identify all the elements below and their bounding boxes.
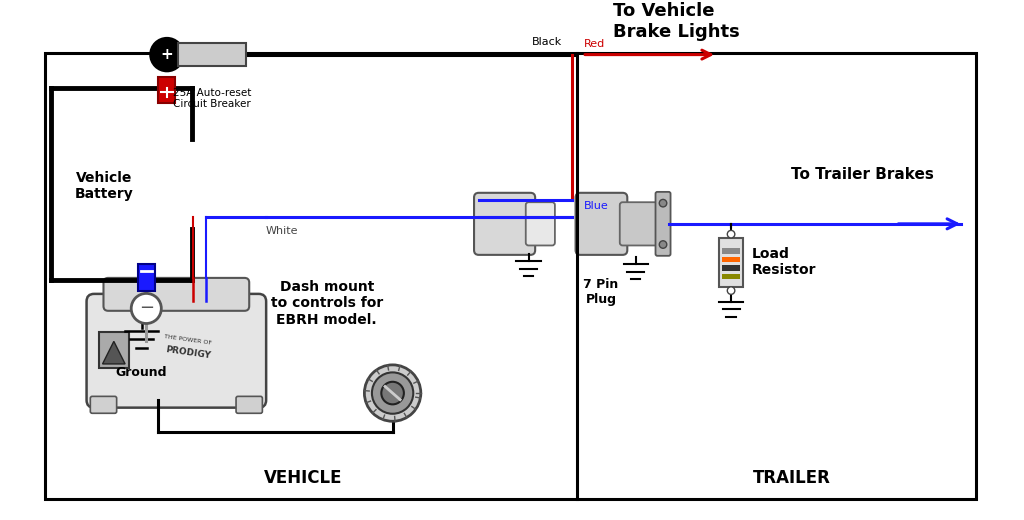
Text: Dash mount
to controls for
EBRH model.: Dash mount to controls for EBRH model. xyxy=(270,280,383,327)
Bar xyxy=(719,238,743,287)
Bar xyxy=(722,274,740,279)
FancyBboxPatch shape xyxy=(237,396,262,413)
FancyBboxPatch shape xyxy=(655,192,671,256)
FancyBboxPatch shape xyxy=(575,193,628,255)
Text: Blue: Blue xyxy=(584,201,609,211)
Text: White: White xyxy=(266,226,299,236)
Circle shape xyxy=(727,287,735,294)
Text: −: − xyxy=(138,300,154,317)
Bar xyxy=(722,257,740,263)
Circle shape xyxy=(659,241,667,248)
Bar xyxy=(138,265,155,291)
FancyBboxPatch shape xyxy=(87,294,266,408)
Bar xyxy=(178,43,246,67)
Circle shape xyxy=(727,230,735,238)
Text: +: + xyxy=(161,47,173,62)
Circle shape xyxy=(659,199,667,207)
FancyBboxPatch shape xyxy=(103,278,249,311)
Text: Vehicle
Battery: Vehicle Battery xyxy=(75,171,133,201)
Circle shape xyxy=(151,38,183,71)
Text: VEHICLE: VEHICLE xyxy=(264,469,342,487)
Circle shape xyxy=(365,365,421,421)
Text: PRODIGY: PRODIGY xyxy=(165,345,211,360)
FancyBboxPatch shape xyxy=(474,193,536,255)
Text: THE POWER OF: THE POWER OF xyxy=(164,334,212,345)
Text: To Vehicle
Brake Lights: To Vehicle Brake Lights xyxy=(613,2,740,41)
Text: To Trailer Brakes: To Trailer Brakes xyxy=(792,166,934,181)
Text: Red: Red xyxy=(584,39,605,49)
Bar xyxy=(722,248,740,254)
Text: Black: Black xyxy=(532,37,562,47)
FancyBboxPatch shape xyxy=(620,202,663,245)
Circle shape xyxy=(381,382,403,405)
Text: 25A Auto-reset
Circuit Breaker: 25A Auto-reset Circuit Breaker xyxy=(173,87,251,109)
Text: Load
Resistor: Load Resistor xyxy=(752,248,816,278)
FancyBboxPatch shape xyxy=(98,332,129,368)
Circle shape xyxy=(131,293,162,323)
Bar xyxy=(722,265,740,271)
FancyBboxPatch shape xyxy=(525,202,555,245)
Polygon shape xyxy=(102,341,125,364)
Circle shape xyxy=(372,372,414,414)
Text: 7 Pin
Plug: 7 Pin Plug xyxy=(584,278,618,306)
Bar xyxy=(159,77,175,103)
Text: Ground: Ground xyxy=(116,366,167,379)
Text: TRAILER: TRAILER xyxy=(754,469,831,487)
FancyBboxPatch shape xyxy=(90,396,117,413)
